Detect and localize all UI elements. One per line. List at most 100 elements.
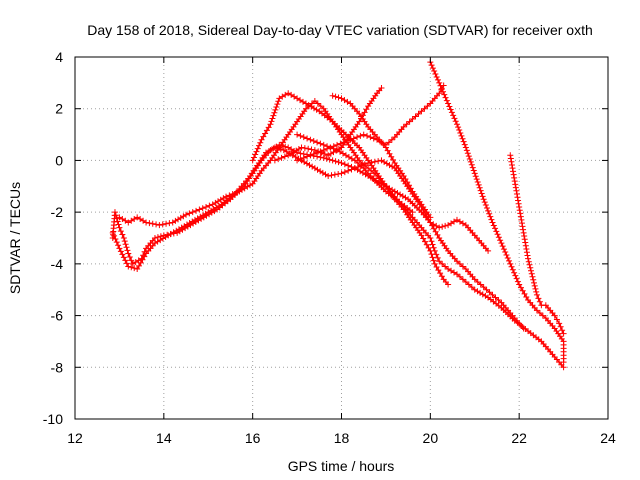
data-point — [252, 151, 259, 158]
data-point — [269, 115, 276, 122]
data-point — [517, 213, 524, 220]
data-point — [560, 364, 567, 371]
data-point — [183, 211, 190, 218]
x-tick-label: 12 — [67, 430, 83, 446]
data-point — [464, 150, 471, 157]
data-point — [406, 118, 413, 125]
data-point — [522, 242, 529, 249]
data-point — [485, 247, 492, 254]
x-tick-label: 20 — [423, 430, 439, 446]
series-track-5 — [294, 131, 416, 216]
data-point — [389, 163, 396, 170]
series-track-7 — [329, 92, 434, 221]
data-point — [463, 147, 470, 154]
data-point — [325, 172, 332, 179]
y-tick-label: -4 — [51, 256, 64, 272]
data-point — [504, 254, 511, 261]
data-point — [453, 271, 460, 278]
data-point — [344, 138, 351, 145]
data-point — [294, 131, 301, 138]
data-point — [522, 239, 529, 246]
x-tick-label: 18 — [334, 430, 350, 446]
data-point — [439, 223, 446, 230]
data-point — [507, 260, 514, 267]
data-point — [294, 157, 301, 164]
data-point — [139, 256, 146, 263]
data-point — [308, 100, 315, 107]
data-point — [482, 292, 489, 299]
data-point — [189, 209, 196, 216]
data-point — [122, 241, 129, 248]
data-point — [388, 153, 395, 160]
series-layer — [109, 59, 567, 371]
data-point — [437, 82, 444, 89]
data-point — [300, 134, 307, 141]
data-point — [459, 135, 466, 142]
data-point — [527, 264, 534, 271]
data-point — [438, 273, 445, 280]
data-point — [347, 136, 354, 143]
data-point — [415, 110, 422, 117]
data-point — [427, 247, 434, 254]
data-point — [311, 165, 318, 172]
data-point — [560, 330, 567, 337]
data-point — [223, 193, 230, 200]
data-point — [282, 143, 289, 150]
data-point — [314, 149, 321, 156]
data-point — [329, 92, 336, 99]
y-tick-label: -6 — [51, 308, 64, 324]
data-point — [271, 109, 278, 116]
data-point — [328, 172, 335, 179]
x-tick-label: 16 — [245, 430, 261, 446]
data-point — [360, 131, 367, 138]
y-tick-label: 4 — [55, 49, 63, 65]
data-point — [407, 185, 414, 192]
data-point — [435, 267, 442, 274]
y-tick-label: -10 — [43, 411, 63, 427]
series-track-10 — [507, 152, 567, 337]
data-point — [465, 281, 472, 288]
data-point — [143, 219, 150, 226]
data-point — [445, 281, 452, 288]
data-point — [313, 106, 320, 113]
data-point — [450, 112, 457, 119]
data-point — [112, 212, 119, 219]
data-point — [490, 222, 497, 229]
data-point — [524, 252, 531, 259]
data-point — [532, 285, 539, 292]
data-point — [507, 155, 514, 162]
data-point — [329, 157, 336, 164]
data-point — [536, 298, 543, 305]
data-point — [508, 263, 515, 270]
data-point — [420, 235, 427, 242]
data-point — [166, 220, 173, 227]
data-point — [265, 124, 272, 131]
data-point — [263, 127, 270, 134]
data-point — [536, 309, 543, 316]
data-point — [455, 124, 462, 131]
data-point — [332, 158, 339, 165]
data-point — [327, 144, 334, 151]
data-point — [116, 224, 123, 231]
data-point — [112, 236, 119, 243]
data-point — [497, 237, 504, 244]
data-point — [516, 207, 523, 214]
data-point — [465, 153, 472, 160]
data-point — [445, 100, 452, 107]
data-point — [479, 193, 486, 200]
data-point — [338, 170, 345, 177]
data-point — [348, 166, 355, 173]
data-point — [384, 147, 391, 154]
data-point — [442, 222, 449, 229]
data-point — [320, 141, 327, 148]
data-point — [475, 181, 482, 188]
data-point — [125, 250, 132, 257]
data-point — [431, 68, 438, 75]
data-point — [364, 132, 371, 139]
data-point — [483, 204, 490, 211]
data-point — [310, 138, 317, 145]
y-axis-label: SDTVAR / TECUs — [7, 182, 23, 294]
data-point — [151, 235, 158, 241]
data-point — [177, 214, 184, 221]
series-line — [112, 146, 525, 329]
